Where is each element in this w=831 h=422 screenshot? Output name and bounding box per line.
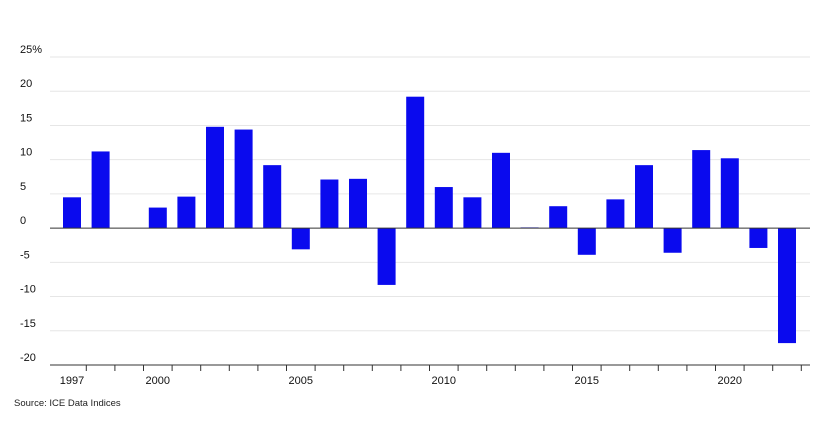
bar bbox=[234, 129, 253, 229]
bar bbox=[377, 228, 396, 285]
bars bbox=[63, 96, 796, 344]
bar bbox=[492, 152, 510, 229]
bar bbox=[177, 196, 196, 229]
y-tick-label: 20 bbox=[20, 78, 32, 90]
bar bbox=[63, 197, 81, 229]
source-note: Source: ICE Data Indices bbox=[14, 398, 121, 409]
bar bbox=[320, 179, 339, 229]
x-tick-label: 2005 bbox=[289, 375, 313, 387]
bar bbox=[778, 228, 796, 344]
bar bbox=[692, 150, 711, 229]
y-tick-label: 10 bbox=[20, 147, 32, 159]
bar bbox=[606, 199, 625, 229]
bar bbox=[148, 207, 167, 229]
bar bbox=[291, 228, 310, 250]
bar bbox=[549, 206, 568, 229]
bar bbox=[434, 187, 453, 229]
bar bbox=[263, 165, 282, 229]
bar bbox=[349, 178, 367, 229]
bar bbox=[577, 228, 596, 255]
x-tick-label: 2020 bbox=[718, 375, 742, 387]
bar bbox=[463, 197, 482, 229]
bar bbox=[206, 126, 224, 229]
y-tick-label: 15 bbox=[20, 112, 32, 124]
y-axis: 25% 20 15 10 5 0 -5 -10 -15 -20 bbox=[20, 44, 42, 364]
x-tick-label: 1997 bbox=[60, 375, 84, 387]
bar bbox=[720, 158, 739, 229]
bar bbox=[635, 165, 653, 229]
y-tick-label: 5 bbox=[20, 181, 26, 193]
bar bbox=[91, 151, 110, 229]
y-tick-label: -15 bbox=[20, 318, 36, 330]
bar bbox=[749, 228, 768, 248]
y-tick-label: 25% bbox=[20, 44, 42, 56]
x-tick-label: 2015 bbox=[575, 375, 599, 387]
y-tick-label: -10 bbox=[20, 284, 36, 296]
y-tick-label: 0 bbox=[20, 215, 26, 227]
bar bbox=[663, 228, 682, 253]
x-axis: 1997 2000 2005 2010 2015 2020 bbox=[50, 227, 810, 387]
y-tick-label: -5 bbox=[20, 249, 30, 261]
bar bbox=[406, 96, 425, 229]
x-tick-label: 2010 bbox=[432, 375, 456, 387]
x-tick-label: 2000 bbox=[146, 375, 170, 387]
y-tick-label: -20 bbox=[20, 352, 36, 364]
